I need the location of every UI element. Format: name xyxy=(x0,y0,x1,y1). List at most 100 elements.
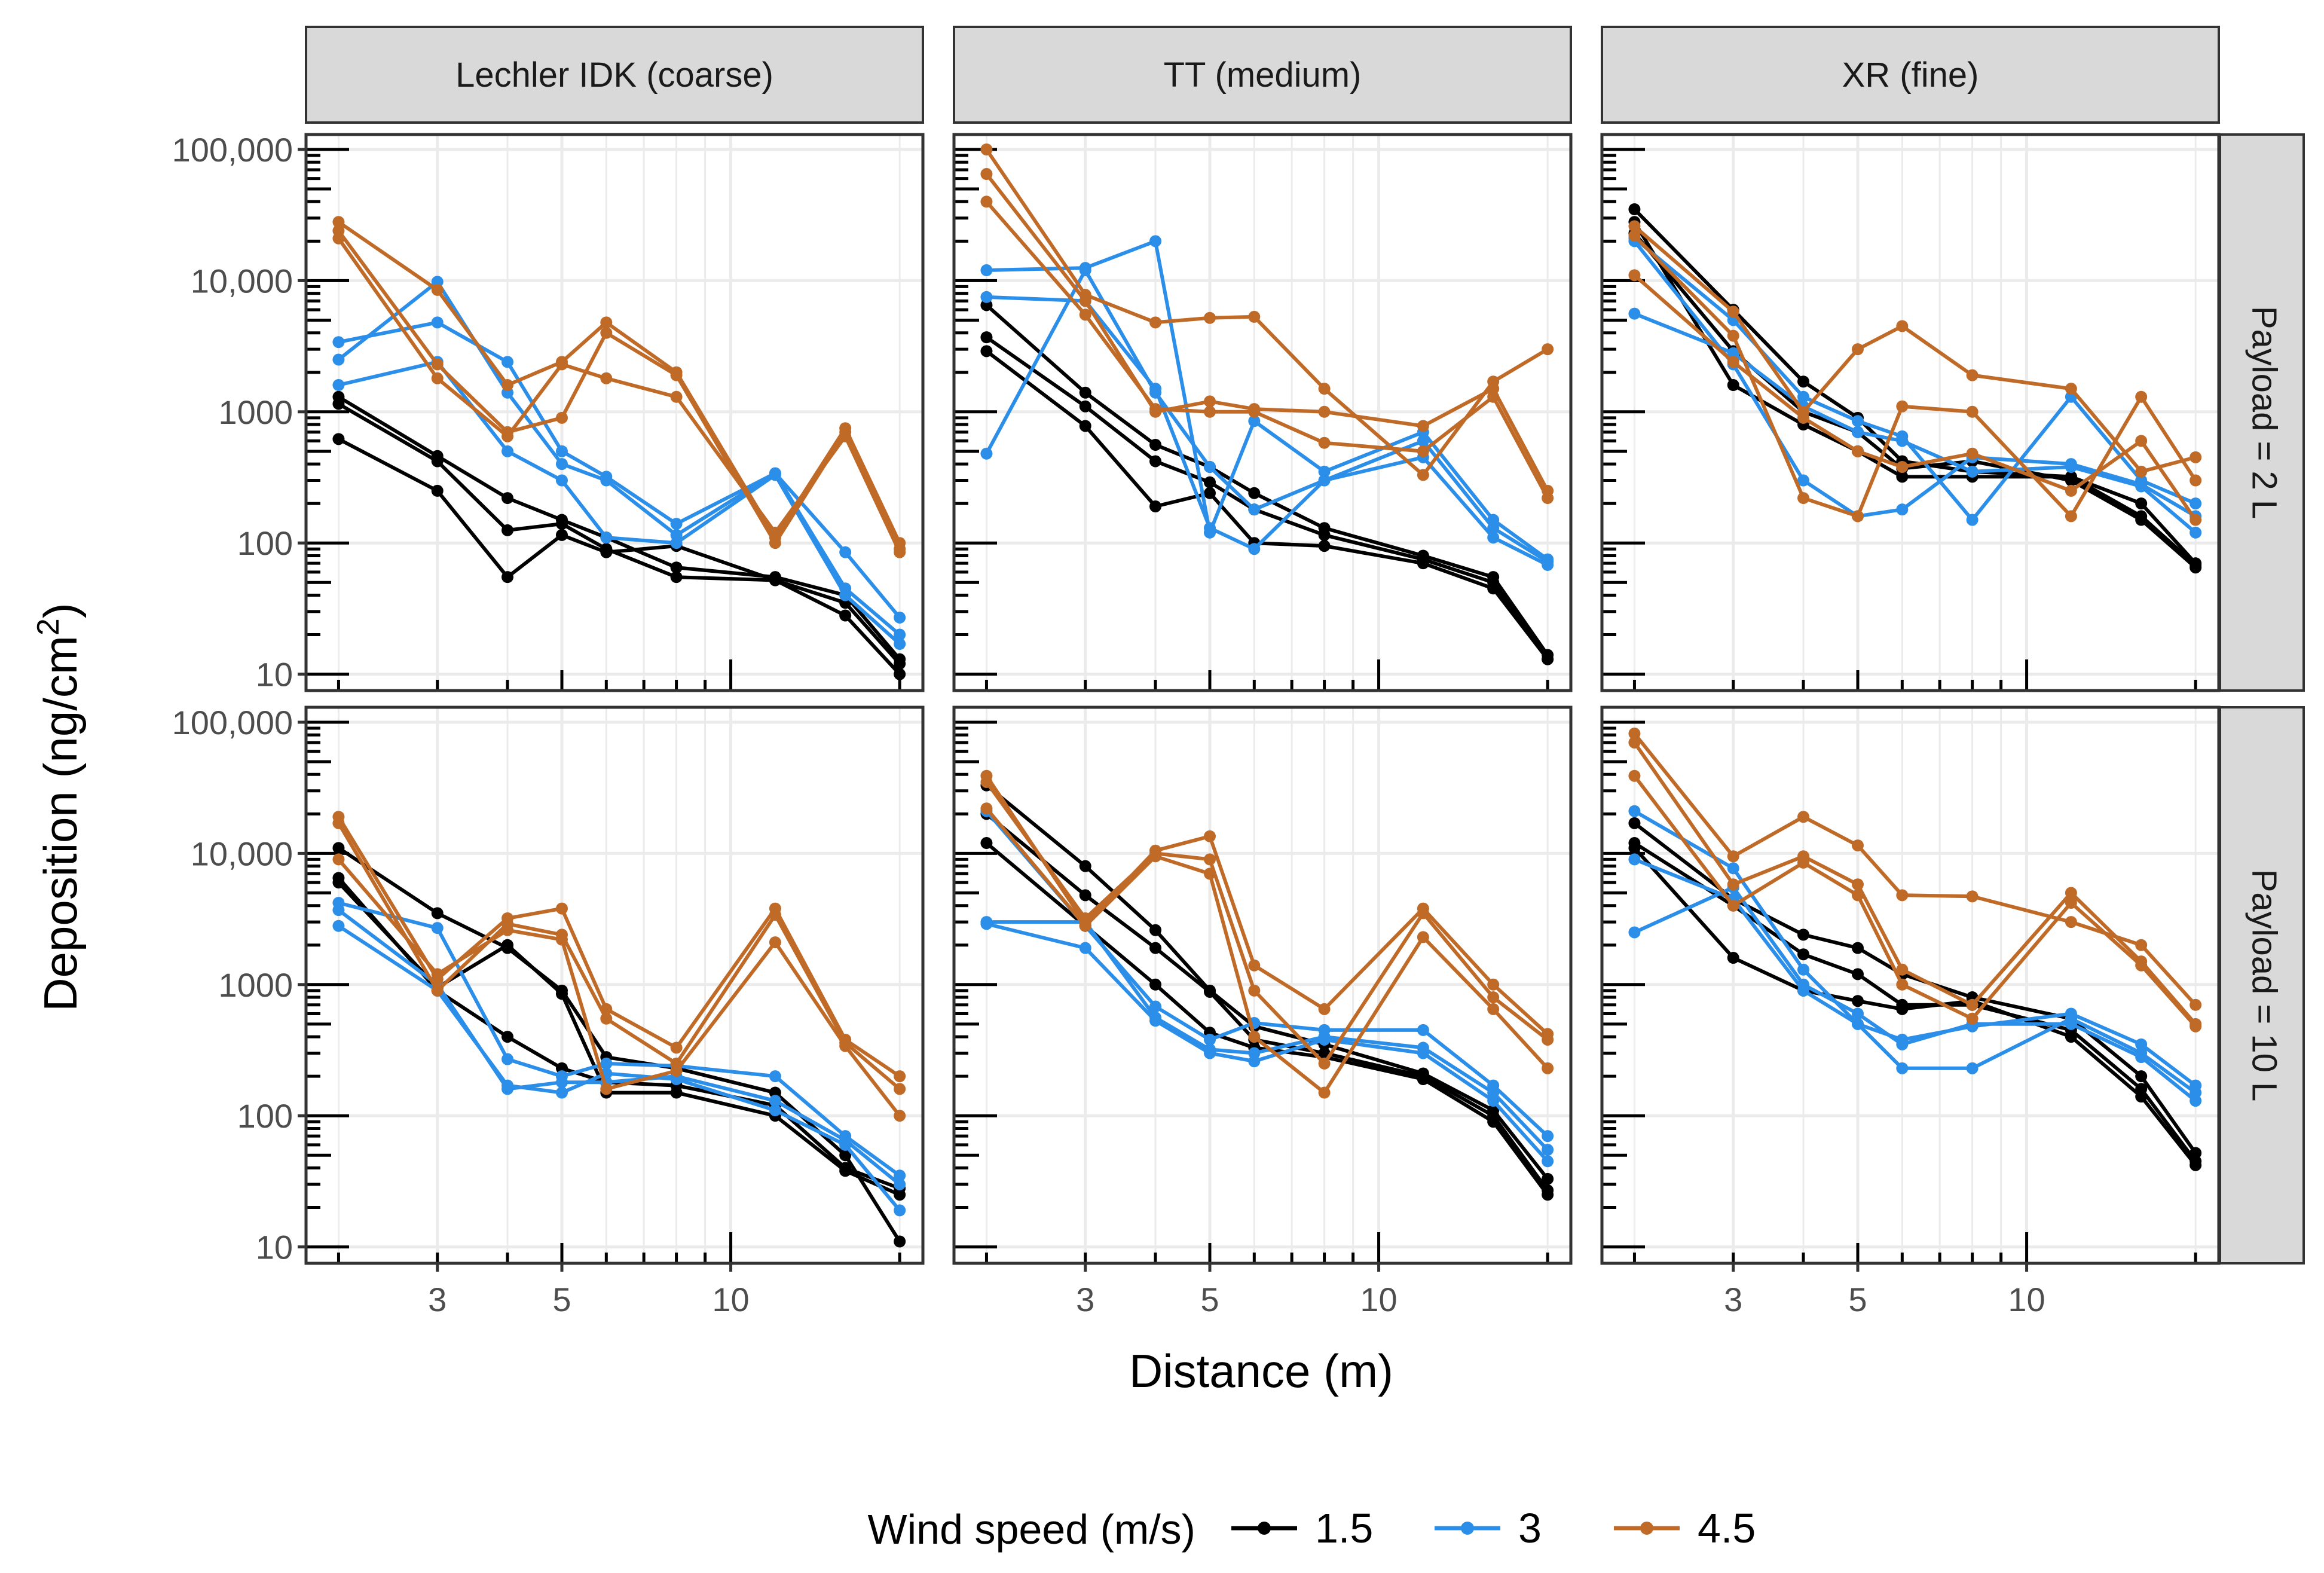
strip-label: XR (fine) xyxy=(1842,56,1979,94)
data-point xyxy=(1542,1144,1554,1156)
data-point xyxy=(2065,1018,2077,1030)
data-point xyxy=(980,802,993,815)
data-point xyxy=(600,326,613,339)
data-point xyxy=(555,518,568,530)
data-point xyxy=(2065,383,2077,395)
data-point xyxy=(2135,390,2148,403)
data-point xyxy=(1966,1062,1979,1074)
data-point xyxy=(431,968,444,981)
data-point xyxy=(1797,411,1810,424)
data-point xyxy=(332,853,345,866)
data-point xyxy=(1542,558,1554,571)
data-point xyxy=(332,842,345,854)
data-point xyxy=(1896,460,1909,473)
data-point xyxy=(1487,991,1500,1004)
data-point xyxy=(1248,415,1261,427)
data-point xyxy=(1628,853,1641,866)
data-point xyxy=(1079,386,1091,399)
series-wind-4-5 xyxy=(332,853,906,1122)
legend-label: 3 xyxy=(1518,1505,1542,1551)
data-point xyxy=(839,589,852,601)
data-point xyxy=(1966,465,1979,478)
data-point xyxy=(1079,264,1091,277)
data-point xyxy=(2135,435,2148,447)
data-point xyxy=(1203,830,1216,842)
data-point xyxy=(600,316,613,329)
data-point xyxy=(555,933,568,946)
data-point xyxy=(2065,887,2077,899)
data-point xyxy=(980,345,993,358)
data-point xyxy=(1896,471,1909,483)
data-point xyxy=(839,430,852,442)
data-point xyxy=(769,469,781,481)
data-point xyxy=(1542,1033,1554,1046)
data-point xyxy=(1318,1003,1331,1015)
series-wind-1-5 xyxy=(980,345,1554,665)
data-point xyxy=(1851,510,1864,523)
data-point xyxy=(1797,963,1810,976)
data-point xyxy=(1896,400,1909,413)
data-point xyxy=(1797,928,1810,941)
data-point xyxy=(2135,1051,2148,1064)
data-point xyxy=(431,455,444,468)
data-point xyxy=(2190,451,2202,463)
y-axis-title-close: ) xyxy=(34,603,87,618)
data-point xyxy=(1149,316,1162,329)
column-strip: XR (fine) xyxy=(1601,26,2220,124)
x-tick-label: 10 xyxy=(2008,1281,2045,1318)
data-point xyxy=(1248,543,1261,555)
data-point xyxy=(1966,369,1979,381)
x-tick-label: 5 xyxy=(1848,1281,1867,1318)
data-point xyxy=(555,445,568,457)
data-point xyxy=(1149,403,1162,416)
x-tick-label: 10 xyxy=(712,1281,749,1318)
data-point xyxy=(980,264,993,277)
data-point xyxy=(2190,526,2202,539)
data-point xyxy=(502,445,514,457)
data-point xyxy=(1797,948,1810,961)
data-point xyxy=(502,379,514,392)
data-point xyxy=(332,216,345,228)
data-point xyxy=(1417,469,1429,481)
data-point xyxy=(1542,343,1554,356)
data-point xyxy=(555,988,568,1000)
data-point xyxy=(1851,839,1864,852)
data-point xyxy=(1628,805,1641,817)
data-point xyxy=(502,1079,514,1092)
series-wind-4-5 xyxy=(1628,269,2202,526)
data-point xyxy=(2065,510,2077,523)
data-point xyxy=(769,526,781,539)
data-point xyxy=(2135,514,2148,526)
row-strip: Payload = 2 L xyxy=(2219,133,2305,692)
data-point xyxy=(769,1104,781,1117)
data-point xyxy=(1487,1095,1500,1107)
data-point xyxy=(980,447,993,460)
data-point xyxy=(1487,582,1500,595)
data-point xyxy=(894,611,906,624)
data-point xyxy=(1079,889,1091,902)
data-point xyxy=(1542,1155,1554,1168)
data-point xyxy=(2190,514,2202,526)
data-point xyxy=(2135,959,2148,972)
data-point xyxy=(1487,1116,1500,1128)
data-point xyxy=(894,1204,906,1217)
y-tick-label: 100,000 xyxy=(172,704,293,741)
data-point xyxy=(332,817,345,829)
data-point xyxy=(502,571,514,584)
strip-box xyxy=(305,26,924,124)
y-tick-label: 1000 xyxy=(218,966,293,1004)
data-point xyxy=(555,358,568,371)
data-point xyxy=(894,668,906,680)
data-point xyxy=(1318,465,1331,478)
legend-point xyxy=(1258,1522,1271,1535)
data-point xyxy=(1727,329,1739,342)
data-point xyxy=(839,1149,852,1162)
data-point xyxy=(670,1065,683,1077)
data-point xyxy=(1417,420,1429,432)
data-point xyxy=(1318,540,1331,552)
data-point xyxy=(1203,1047,1216,1059)
data-point xyxy=(2135,1070,2148,1083)
data-point xyxy=(555,1076,568,1089)
data-point xyxy=(1851,889,1864,902)
data-point xyxy=(2065,1031,2077,1043)
